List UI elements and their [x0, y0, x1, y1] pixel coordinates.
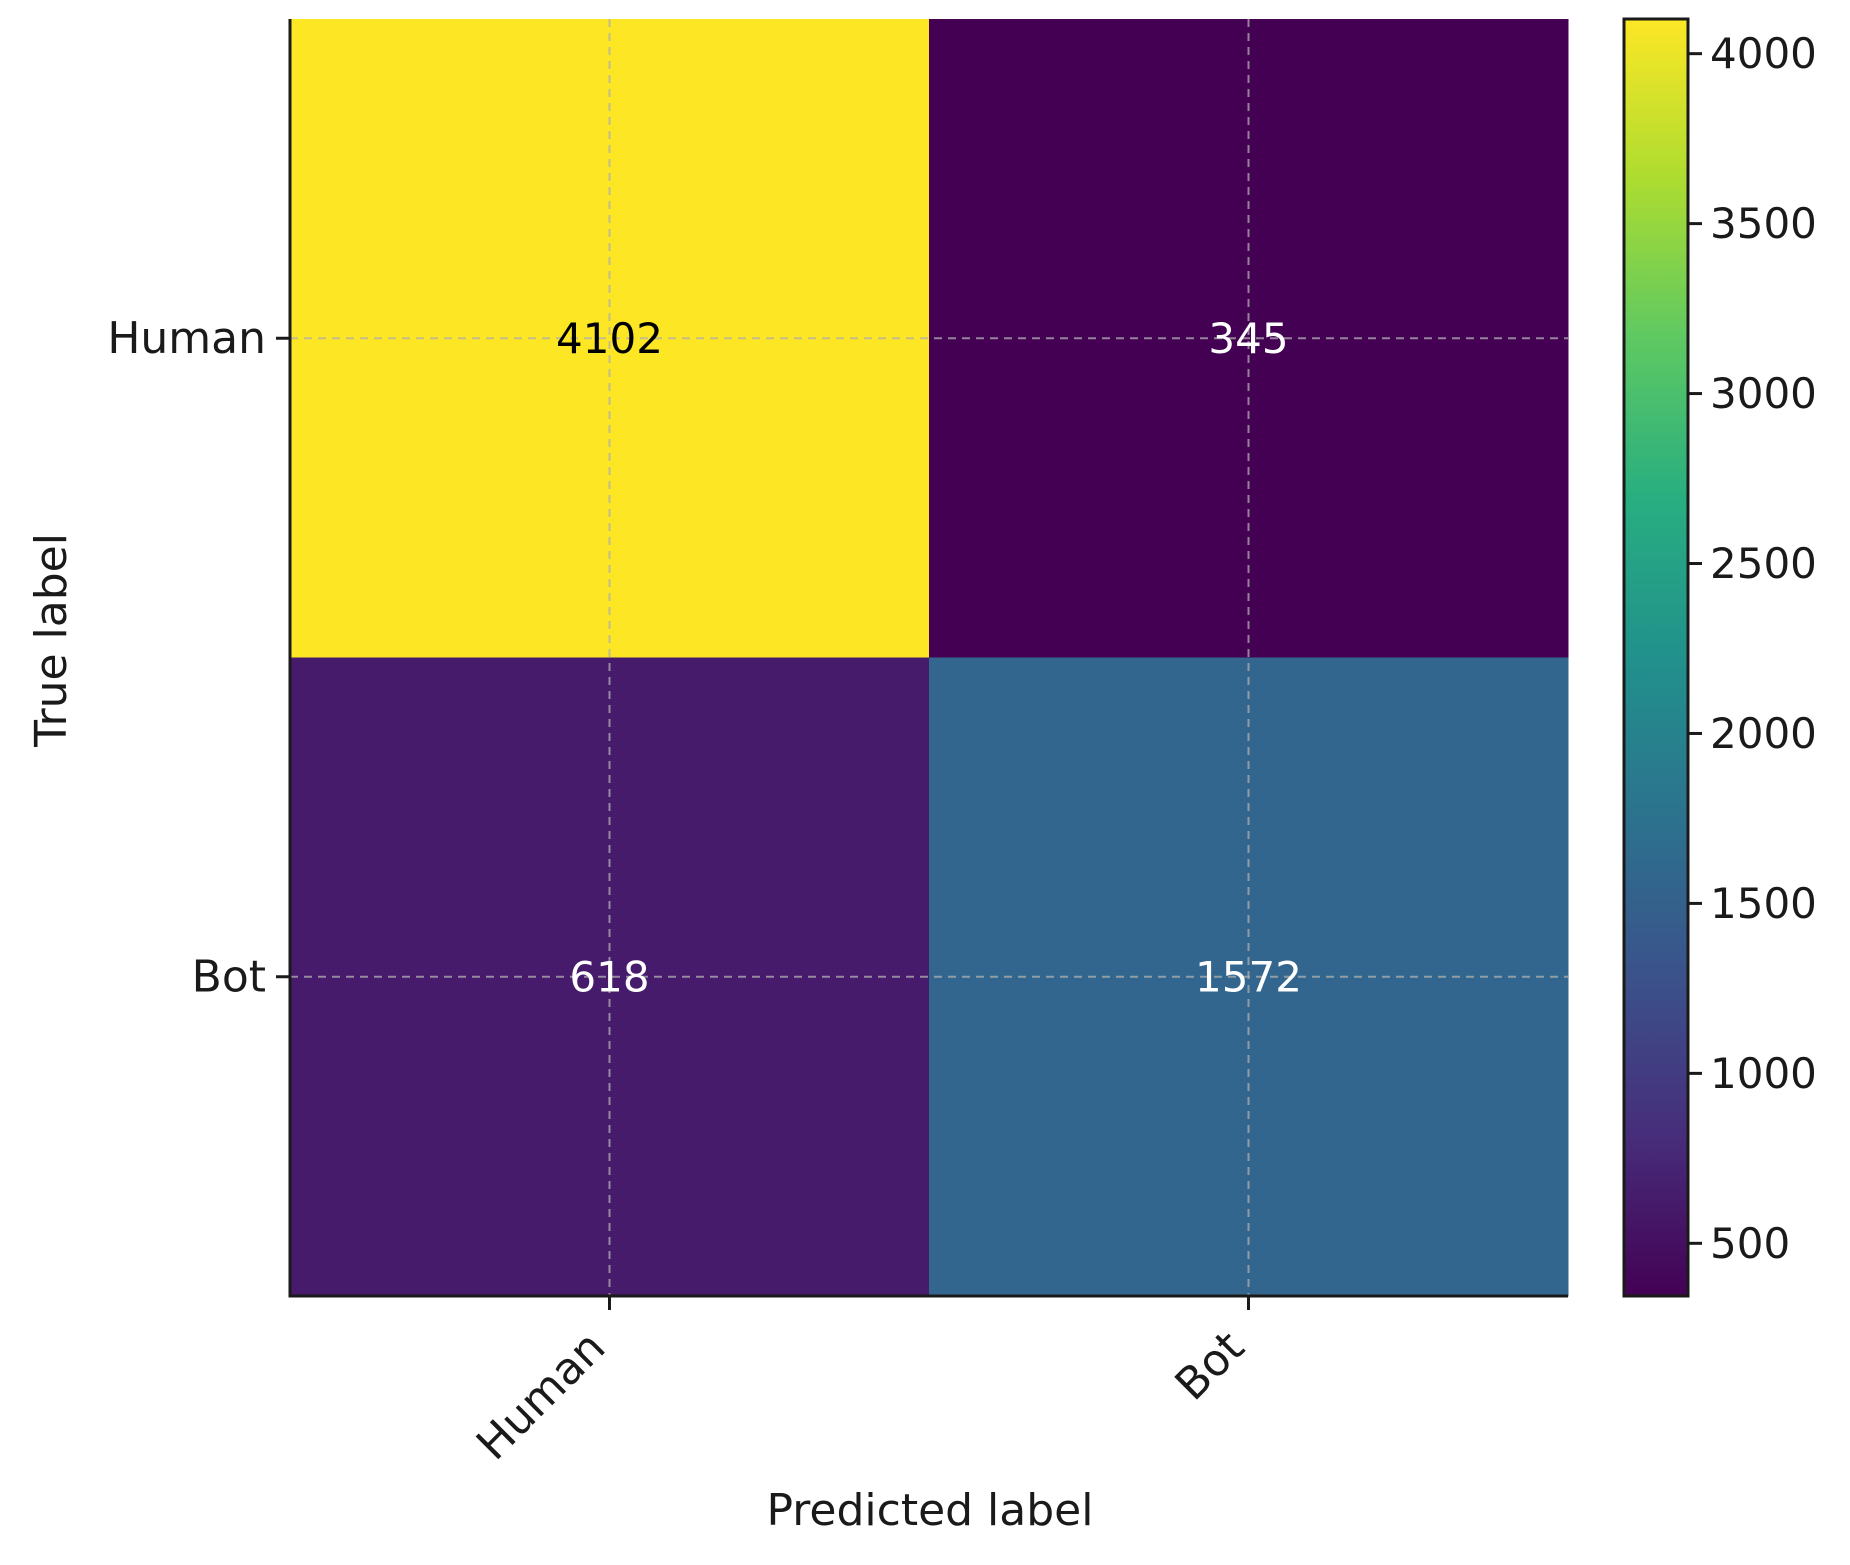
colorbar-tick-label: 1000: [1710, 1049, 1817, 1098]
x-axis-label: Predicted label: [767, 1485, 1094, 1536]
y-axis-label: True label: [26, 533, 77, 748]
colorbar-tick-label: 3500: [1710, 199, 1817, 248]
colorbar-tick-label: 3000: [1710, 369, 1817, 418]
y-tick-label: Human: [107, 313, 266, 364]
colorbar-frame: [1622, 17, 1690, 1298]
cell-annotations: 4102 345 618 1572: [556, 314, 1302, 1002]
colorbar-tick-label: 4000: [1710, 29, 1817, 78]
colorbar: 500 1000 1500 2000 2500 3000 3500 4000: [1622, 17, 1817, 1298]
cell-value-label: 345: [1208, 314, 1288, 363]
colorbar-tick-label: 500: [1710, 1219, 1790, 1268]
grid-lines: [290, 19, 1568, 1296]
y-tick-label: Bot: [192, 951, 266, 1002]
heatmap-cells: [290, 19, 1569, 1297]
cell-value-label: 618: [569, 952, 649, 1001]
x-tick-label: Bot: [1166, 1322, 1255, 1411]
x-tick-label: Human: [467, 1322, 615, 1470]
colorbar-tick-label: 2000: [1710, 709, 1817, 758]
colorbar-gradient: [1624, 19, 1688, 1296]
colorbar-tick-label: 1500: [1710, 879, 1817, 928]
cell-value-label: 1572: [1195, 952, 1302, 1001]
colorbar-tick-label: 2500: [1710, 539, 1817, 588]
cell-value-label: 4102: [556, 314, 663, 363]
